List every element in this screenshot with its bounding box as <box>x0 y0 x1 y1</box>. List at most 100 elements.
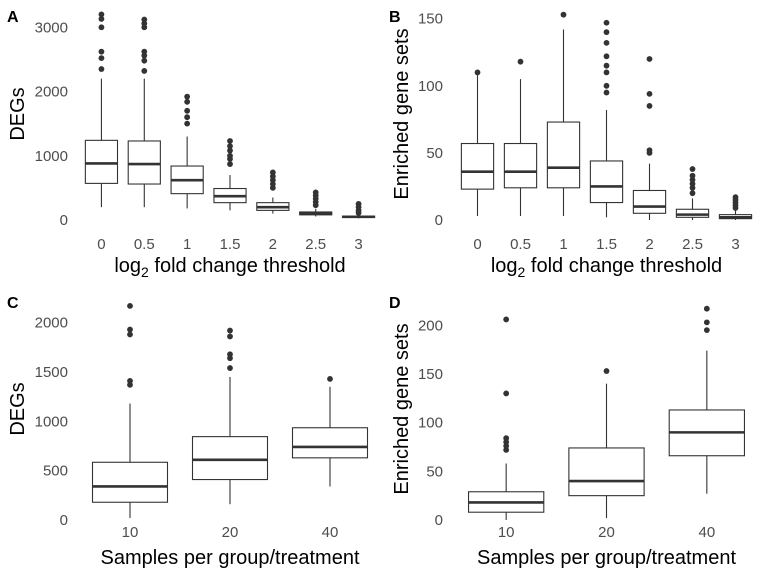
outlier-point <box>227 152 233 159</box>
box-iqr <box>503 142 538 189</box>
outlier-point <box>603 62 610 69</box>
x-tick-label: 0 <box>97 236 105 253</box>
y-axis-title: DEGs <box>7 87 29 140</box>
panel-letter: A <box>7 9 19 26</box>
outlier-point <box>646 103 653 109</box>
y-tick-label: 1000 <box>35 148 68 165</box>
x-tick-label: 3 <box>354 236 362 253</box>
box-iqr <box>675 208 710 218</box>
boxplot-40 <box>291 376 369 487</box>
panel-b: B 0 50 100 150 0 0.5 1 1.5 2 2.5 3 Enriched gene set… <box>389 9 753 280</box>
boxplot-2 <box>632 56 667 220</box>
box-iqr <box>546 121 581 189</box>
y-tick-label: 50 <box>426 145 443 162</box>
boxplot-0 <box>460 69 495 216</box>
x-tick-label: 20 <box>222 524 239 541</box>
y-tick-label: 0 <box>435 212 443 229</box>
y-axis-title: Enriched gene sets <box>391 28 413 199</box>
outlier-point <box>327 376 333 382</box>
x-tick-label: 40 <box>698 524 715 541</box>
x-tick-label: 40 <box>322 524 339 541</box>
outlier-point <box>141 57 148 64</box>
outlier-point <box>689 166 696 172</box>
outlier-point <box>312 189 319 196</box>
y-tick-label: 500 <box>43 463 68 480</box>
boxplot-2 <box>256 169 290 214</box>
x-axis-title: Samples per group/treatment <box>100 547 359 569</box>
outlier-point <box>703 327 710 334</box>
outlier-point <box>603 82 610 89</box>
y-tick-label: 1500 <box>35 364 68 381</box>
x-tick-label: 2 <box>645 236 653 253</box>
y-tick-label: 1000 <box>35 413 68 430</box>
outlier-point <box>732 194 739 201</box>
boxplot-0.5 <box>503 58 538 216</box>
boxplot-1 <box>546 11 581 216</box>
outlier-point <box>127 302 133 309</box>
x-tick-label: 0.5 <box>134 236 155 253</box>
panel-letter: D <box>389 295 401 312</box>
box-iqr <box>568 447 645 497</box>
boxplot-2.5 <box>675 166 710 220</box>
x-axis-title: log2 fold change threshold <box>491 255 722 280</box>
boxplot-1 <box>170 93 204 209</box>
outlier-point <box>227 161 233 168</box>
outlier-point <box>646 56 653 62</box>
box-iqr <box>460 142 495 190</box>
outlier-point <box>227 327 233 334</box>
box-iqr <box>291 427 369 459</box>
outlier-point <box>127 377 133 384</box>
y-tick-label: 150 <box>418 366 443 383</box>
outlier-point <box>689 176 696 183</box>
box-iqr <box>84 139 119 184</box>
boxplot-3 <box>718 194 753 220</box>
x-tick-label: 10 <box>122 524 139 541</box>
x-tick-label: 10 <box>498 524 515 541</box>
outlier-point <box>703 305 710 312</box>
outlier-point <box>474 69 481 76</box>
x-axis-title: Samples per group/treatment <box>477 547 736 569</box>
y-tick-label: 0 <box>60 212 68 229</box>
outlier-point <box>98 66 105 72</box>
boxplot-0.5 <box>127 16 161 208</box>
outlier-point <box>355 201 362 207</box>
outlier-point <box>603 89 610 96</box>
boxplot-0 <box>84 11 119 208</box>
outlier-point <box>603 53 610 60</box>
boxplot-10 <box>467 316 545 520</box>
panel-letter: C <box>7 295 19 312</box>
outlier-point <box>603 368 610 374</box>
x-tick-label: 2.5 <box>682 236 703 253</box>
outlier-point <box>227 147 233 154</box>
outlier-point <box>646 147 653 154</box>
outlier-point <box>503 316 510 323</box>
outlier-point <box>184 114 191 121</box>
panel-letter: B <box>389 9 401 26</box>
y-tick-label: 100 <box>418 78 443 95</box>
outlier-point <box>98 55 105 62</box>
outlier-point <box>184 93 191 100</box>
outlier-point <box>227 143 233 150</box>
outlier-point <box>127 326 133 333</box>
outlier-point <box>703 319 710 326</box>
boxplot-3 <box>341 201 376 219</box>
outlier-point <box>603 19 610 26</box>
boxplot-1.5 <box>213 138 247 211</box>
x-tick-label: 0.5 <box>510 236 531 253</box>
box-iqr <box>589 160 624 204</box>
y-tick-label: 2000 <box>35 84 68 101</box>
panel-a: A 0 1000 2000 3000 0 0.5 1 1.5 2 2.5 3 DEGs log2 fold… <box>7 9 376 280</box>
outlier-point <box>603 29 610 36</box>
outlier-point <box>127 331 133 338</box>
outlier-point <box>646 90 653 97</box>
outlier-point <box>269 169 276 176</box>
x-axis-title: log2 fold change threshold <box>114 255 345 280</box>
y-tick-label: 100 <box>418 415 443 432</box>
outlier-point <box>689 190 696 197</box>
outlier-point <box>98 48 105 55</box>
outlier-point <box>517 58 524 65</box>
outlier-point <box>503 435 510 442</box>
boxplot-20 <box>568 368 645 519</box>
outlier-point <box>184 120 191 127</box>
